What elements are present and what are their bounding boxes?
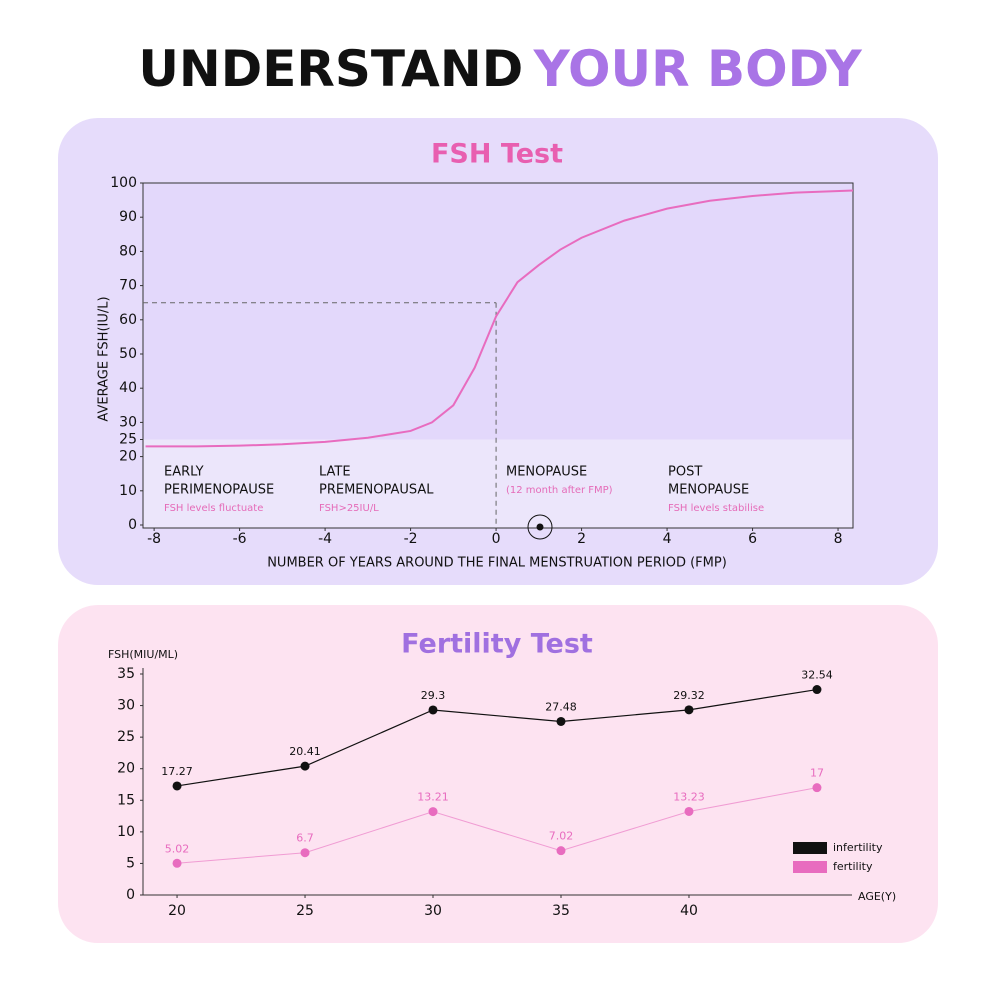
series-line xyxy=(177,787,818,864)
x-tick-label: 8 xyxy=(834,531,843,547)
phase-title: POST xyxy=(668,465,702,480)
y-tick-label: 0 xyxy=(128,517,137,533)
chart-title: FSH Test xyxy=(431,139,563,170)
title-part: YOUR BODY xyxy=(533,40,863,98)
phase-note: FSH levels stabilise xyxy=(668,503,764,514)
x-tick-label: 30 xyxy=(424,903,442,919)
title-part: UNDERSTAND xyxy=(138,40,520,98)
x-tick-label: 2 xyxy=(577,531,586,547)
fsh-curve xyxy=(145,189,854,448)
x-tick-label: -2 xyxy=(404,531,418,547)
x-tick-label: -4 xyxy=(318,531,332,547)
y-tick-label: 90 xyxy=(119,209,137,225)
x-tick-label: 6 xyxy=(748,531,757,547)
x-tick-label: 20 xyxy=(168,903,186,919)
x-tick-label: 4 xyxy=(663,531,672,547)
phase-title: MENOPAUSE xyxy=(506,465,587,480)
y-tick-label: 20 xyxy=(117,761,135,777)
y-tick-label: 60 xyxy=(119,312,137,328)
y-tick-label: 70 xyxy=(119,278,137,294)
phase-note: FSH levels fluctuate xyxy=(164,503,263,514)
phase-title: PREMENOPAUSAL xyxy=(319,483,434,498)
value-label: 32.54 xyxy=(801,669,833,682)
phase-title: LATE xyxy=(319,465,351,480)
y-tick-label: 35 xyxy=(117,666,135,682)
phase-band xyxy=(143,439,853,528)
x-axis-label: NUMBER OF YEARS AROUND THE FINAL MENSTRU… xyxy=(267,556,727,571)
y-tick-label: 15 xyxy=(117,792,135,808)
series-line xyxy=(176,688,818,787)
y-axis-label: FSH(MIU/ML) xyxy=(108,648,178,661)
data-point xyxy=(684,806,694,816)
value-label: 29.32 xyxy=(673,689,705,702)
y-tick-label: 0 xyxy=(126,887,135,903)
page-title: UNDERSTAND YOUR BODY xyxy=(138,40,862,98)
x-tick-label: 35 xyxy=(552,903,570,919)
value-label: 7.02 xyxy=(549,830,574,843)
data-point xyxy=(172,781,182,791)
x-tick-label: 25 xyxy=(296,903,314,919)
legend-label: fertility xyxy=(833,860,873,873)
data-point xyxy=(428,705,438,715)
fmp-marker-dot xyxy=(536,523,544,531)
legend-label: infertility xyxy=(833,841,883,854)
value-label: 27.48 xyxy=(545,700,577,713)
y-tick-label: 30 xyxy=(119,414,137,430)
data-point xyxy=(300,761,310,771)
value-label: 13.23 xyxy=(673,790,705,803)
value-label: 20.41 xyxy=(289,745,321,758)
phase-title: MENOPAUSE xyxy=(668,483,749,498)
value-label: 6.7 xyxy=(296,832,314,845)
phase-note: FSH>25IU/L xyxy=(319,503,379,514)
x-tick-label: -8 xyxy=(147,531,161,547)
chart-title: Fertility Test xyxy=(401,629,593,660)
y-tick-label: 40 xyxy=(119,380,137,396)
data-point xyxy=(556,846,566,856)
fertility-panel xyxy=(58,605,938,943)
value-label: 17 xyxy=(810,767,824,780)
data-point xyxy=(428,807,438,817)
data-point xyxy=(812,685,822,695)
data-point xyxy=(172,858,182,868)
y-tick-label: 50 xyxy=(119,346,137,362)
y-tick-label: 30 xyxy=(117,698,135,714)
y-tick-label: 10 xyxy=(117,824,135,840)
y-tick-label: 10 xyxy=(119,483,137,499)
data-point xyxy=(556,716,566,726)
x-tick-label: 40 xyxy=(680,903,698,919)
y-tick-label: 80 xyxy=(119,243,137,259)
y-tick-label: 100 xyxy=(110,175,137,191)
plot-frame xyxy=(142,182,854,529)
legend-swatch xyxy=(793,842,827,854)
x-axis-label: AGE(Y) xyxy=(858,890,896,903)
value-label: 5.02 xyxy=(165,842,190,855)
phase-title: EARLY xyxy=(164,465,204,480)
phase-title: PERIMENOPAUSE xyxy=(164,483,274,498)
value-label: 13.21 xyxy=(417,791,449,804)
legend-swatch xyxy=(793,861,827,873)
phase-note: (12 month after FMP) xyxy=(506,485,613,496)
x-tick-label: 0 xyxy=(492,531,501,547)
y-tick-label: 25 xyxy=(119,432,137,448)
y-tick-label: 25 xyxy=(117,729,135,745)
data-point xyxy=(300,848,310,858)
value-label: 17.27 xyxy=(161,765,193,778)
y-axis-label: AVERAGE FSH(IU/L) xyxy=(97,296,112,421)
data-point xyxy=(812,783,822,793)
y-tick-label: 20 xyxy=(119,449,137,465)
data-point xyxy=(684,705,694,715)
fmp-marker-ring xyxy=(527,514,553,540)
y-tick-label: 5 xyxy=(126,855,135,871)
x-tick-label: -6 xyxy=(233,531,247,547)
value-label: 29.3 xyxy=(421,689,446,702)
